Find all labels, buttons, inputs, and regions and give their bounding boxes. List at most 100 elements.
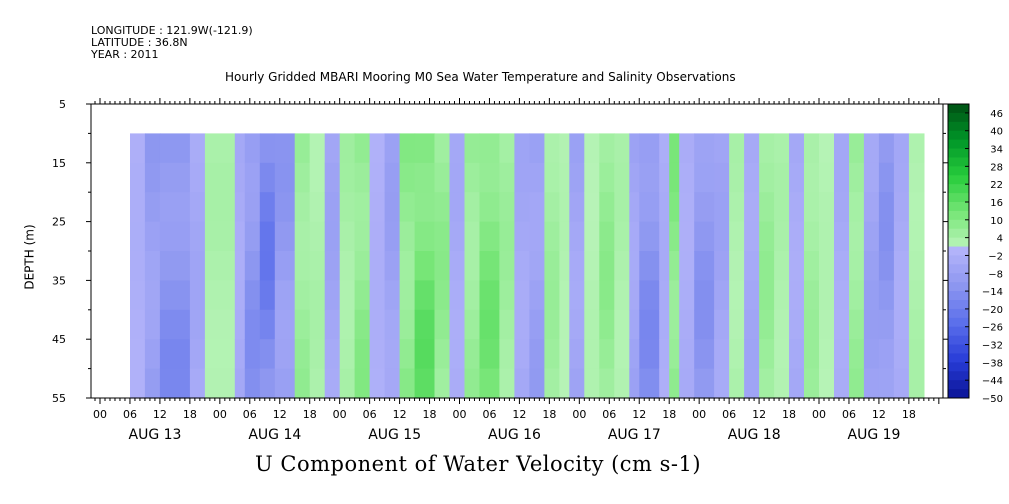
colorbar-label: 46 [990, 109, 1003, 120]
heatmap-cell [659, 309, 670, 340]
heatmap-cell [729, 280, 745, 311]
colorbar-swatch [948, 264, 969, 274]
heatmap-cell [599, 339, 615, 370]
heatmap-cell [659, 251, 670, 281]
heatmap-cell [234, 368, 246, 399]
heatmap-cell [599, 133, 615, 164]
heatmap-cell [759, 339, 775, 370]
heatmap-cell [234, 162, 246, 193]
heatmap-cell [339, 192, 356, 223]
colorbar-label: 34 [990, 145, 1003, 156]
heatmap-cell [274, 133, 296, 164]
heatmap-cell [584, 192, 600, 223]
colorbar-label: 40 [990, 127, 1003, 138]
heatmap-cell [204, 368, 236, 399]
heatmap-cell [294, 221, 311, 252]
heatmap-cell [629, 368, 640, 399]
colorbar-swatch [948, 362, 969, 372]
heatmap-cell [849, 309, 865, 340]
heatmap-cell [159, 192, 191, 223]
heatmap-cell [514, 162, 530, 193]
heatmap-cell [669, 133, 680, 164]
heatmap-cell [274, 368, 296, 399]
heatmap-cell [834, 251, 850, 281]
y-tick-label: 35 [52, 274, 66, 287]
heatmap-cell [774, 368, 790, 399]
x-hour-label: 06 [363, 408, 377, 421]
heatmap-cell [384, 309, 401, 340]
heatmap-cell [499, 162, 515, 193]
heatmap-cell [599, 280, 615, 311]
heatmap-cell [714, 221, 730, 252]
colorbar-swatch [948, 219, 969, 230]
chart-title: Hourly Gridded MBARI Mooring M0 Sea Wate… [225, 70, 736, 84]
heatmap-cell [893, 192, 910, 223]
heatmap-cell [878, 280, 895, 311]
heatmap-cell [878, 162, 895, 193]
heatmap-cell [434, 280, 451, 311]
colorbar-swatch [948, 166, 969, 176]
heatmap-cell [599, 368, 615, 399]
heatmap-cell [893, 221, 910, 252]
heatmap-cell [614, 309, 630, 340]
heatmap-cell [234, 339, 246, 370]
heatmap-cell [694, 162, 715, 193]
heatmap-cell [584, 280, 600, 311]
heatmap-cell [679, 133, 695, 164]
x-hour-label: 12 [752, 408, 766, 421]
heatmap-cell [259, 280, 276, 311]
heatmap-cell [759, 162, 775, 193]
heatmap-cell [559, 192, 570, 223]
heatmap-cell [529, 162, 545, 193]
colorbar-label: 16 [990, 198, 1003, 209]
heatmap-cell [744, 368, 760, 399]
heatmap-cell [130, 309, 146, 340]
heatmap-cell [414, 192, 436, 223]
x-hour-label: 00 [812, 408, 826, 421]
x-hour-label: 06 [722, 408, 736, 421]
colorbar-swatch [948, 202, 969, 212]
heatmap-cell [819, 133, 835, 164]
colorbar-label: −44 [982, 376, 1003, 387]
heatmap-cell [499, 251, 515, 281]
heatmap-cell [893, 309, 910, 340]
heatmap-cell [659, 339, 670, 370]
heatmap-cell [414, 133, 436, 164]
heatmap-cell [479, 162, 501, 193]
heatmap-cell [399, 251, 416, 281]
heatmap-cell [479, 280, 501, 311]
heatmap-cell [434, 251, 451, 281]
heatmap-cell [714, 368, 730, 399]
heatmap-cell [449, 162, 466, 193]
colorbar-label: −20 [982, 305, 1003, 316]
heatmap-cell [369, 192, 386, 223]
heatmap-cell [804, 280, 820, 311]
year-label: YEAR : 2011 [91, 48, 159, 61]
colorbar-swatch [948, 308, 969, 319]
heatmap-cell [384, 339, 401, 370]
heatmap-cell [789, 368, 805, 399]
x-day-label: AUG 15 [368, 427, 421, 443]
heatmap-cell [499, 192, 515, 223]
heatmap-cell [804, 309, 820, 340]
heatmap-cell [189, 162, 206, 193]
heatmap-cell [849, 280, 865, 311]
heatmap-cell [130, 133, 146, 164]
heatmap-cell [399, 192, 416, 223]
heatmap-cell [529, 280, 545, 311]
heatmap-cell [569, 339, 585, 370]
heatmap-cell [204, 192, 236, 223]
heatmap-cell [529, 251, 545, 281]
heatmap-cell [679, 368, 695, 399]
heatmap-cell [908, 221, 925, 252]
heatmap-cell [244, 221, 261, 252]
heatmap-cell [629, 309, 640, 340]
colorbar-swatch [948, 344, 969, 354]
heatmap-cell [294, 309, 311, 340]
heatmap-cell [234, 192, 246, 223]
heatmap-cell [694, 368, 715, 399]
heatmap-cell [294, 192, 311, 223]
heatmap-cell [744, 280, 760, 311]
x-hour-label: 18 [782, 408, 796, 421]
